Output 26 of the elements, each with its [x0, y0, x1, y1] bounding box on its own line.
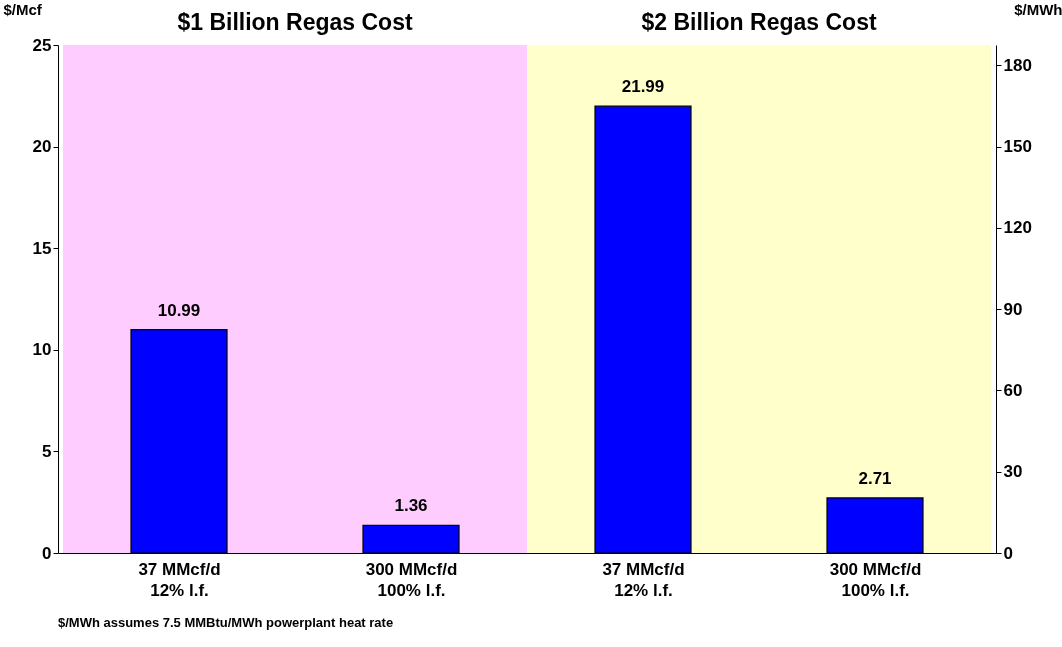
y2-tick-label: 90 — [1003, 299, 1023, 319]
y2-tick-label: 0 — [1003, 543, 1013, 563]
data-label: 10.99 — [157, 300, 201, 320]
data-label: 1.36 — [394, 496, 428, 516]
data-label: 2.71 — [858, 468, 892, 488]
y2-axis-title: $/MWh — [1014, 0, 1062, 18]
y-tick-label: 15 — [32, 238, 52, 258]
y-tick-label: 5 — [42, 441, 52, 461]
x-tick-label: 37 MMcf/d 12% l.f. — [138, 559, 221, 600]
y2-tick-label: 150 — [1003, 137, 1032, 157]
chart-title: $1 Billion Regas Cost — [177, 9, 413, 35]
y-tick-label: 0 — [42, 543, 52, 563]
y-tick-label: 10 — [32, 340, 52, 360]
y2-tick-label: 60 — [1003, 380, 1023, 400]
x-tick-label: 300 MMcf/d 100% l.f. — [365, 559, 458, 600]
chart-title: $2 Billion Regas Cost — [641, 9, 877, 35]
y2-tick-label: 120 — [1003, 218, 1032, 238]
y-axis-title: $/Mcf — [3, 0, 43, 18]
data-label: 21.99 — [621, 77, 665, 97]
text: $/MWh assumes 7.5 MMBtu/MWh powerplant heat rate — [58, 615, 394, 630]
y2-tick-label: 180 — [1003, 55, 1032, 75]
x-tick-label: 300 MMcf/d 100% l.f. — [829, 559, 922, 600]
y2-tick-label: 30 — [1003, 462, 1023, 482]
x-tick-label: 37 MMcf/d 12% l.f. — [602, 559, 685, 600]
y-tick-label: 20 — [32, 137, 52, 157]
y-tick-label: 25 — [32, 35, 52, 55]
